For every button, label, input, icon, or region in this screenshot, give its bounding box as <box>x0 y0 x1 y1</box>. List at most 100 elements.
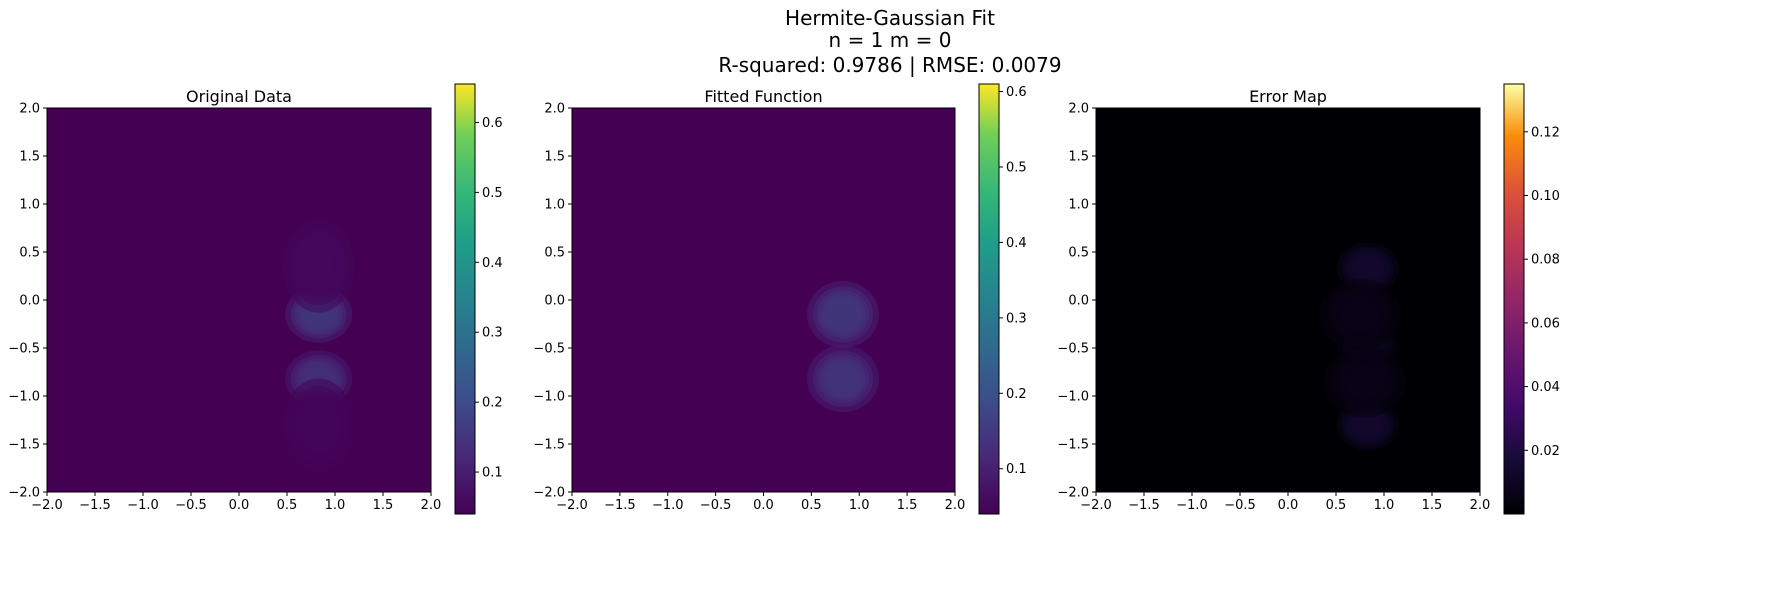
y-tick-label: −2.0 <box>533 486 565 501</box>
heatmap-feature <box>282 378 355 472</box>
y-tick-label: −0.5 <box>1057 342 1089 357</box>
x-tick-label: 0.5 <box>1326 498 1347 513</box>
x-tick-label: −2.0 <box>556 498 588 513</box>
heatmap-contour <box>807 280 879 348</box>
colorbar-tick-label: 0.04 <box>1531 380 1560 395</box>
x-tick-label: 2.0 <box>945 498 966 513</box>
colorbar-tick-label: 0.12 <box>1531 125 1560 140</box>
heatmap-background <box>572 108 955 492</box>
y-tick-label: 1.0 <box>1068 198 1089 213</box>
colorbar-tick-label: 0.06 <box>1531 316 1560 331</box>
y-tick-label: 0.5 <box>544 246 565 261</box>
x-tick-label: 2.0 <box>1470 498 1491 513</box>
colorbar-tick-label: 0.6 <box>1006 85 1027 100</box>
y-tick-label: 2.0 <box>19 102 40 117</box>
figure-title-line-2: n = 1 m = 0 <box>829 28 952 52</box>
heatmap-contour <box>282 220 355 313</box>
x-tick-label: −1.0 <box>127 498 159 513</box>
heatmap-contour <box>282 378 355 472</box>
heatmap-background <box>47 108 431 492</box>
y-tick-label: 1.5 <box>1068 150 1089 165</box>
x-tick-label: 1.0 <box>1374 498 1395 513</box>
y-tick-label: 1.0 <box>19 198 40 213</box>
heatmap-contour <box>807 345 879 413</box>
colorbar-tick-label: 0.5 <box>1006 160 1027 175</box>
x-tick-label: 1.0 <box>849 498 870 513</box>
x-tick-label: 0.5 <box>801 498 822 513</box>
x-tick-label: 1.5 <box>1422 498 1443 513</box>
panel-title: Original Data <box>186 87 292 106</box>
colorbar-tick-label: 0.10 <box>1531 189 1560 204</box>
colorbar <box>1503 83 1525 515</box>
panel-2: Fitted Function −2.0 −1.5 −1.0 −0.5 0.0 0.5 1.0… <box>533 83 1027 515</box>
x-tick-label: −0.5 <box>1224 498 1256 513</box>
heatmap-feature <box>807 280 879 348</box>
x-tick-label: −1.5 <box>1128 498 1160 513</box>
heatmap-feature <box>282 220 355 313</box>
y-tick-label: −1.0 <box>8 390 40 405</box>
x-tick-label: −1.5 <box>604 498 636 513</box>
heatmap-feature <box>1318 278 1402 351</box>
y-tick-label: 1.5 <box>544 150 565 165</box>
y-tick-label: −2.0 <box>1057 486 1089 501</box>
colorbar-tick-label: 0.5 <box>482 186 503 201</box>
y-tick-label: −0.5 <box>533 342 565 357</box>
y-tick-label: −1.5 <box>533 438 565 453</box>
colorbar-tick-label: 0.4 <box>482 256 503 271</box>
y-tick-label: −1.5 <box>1057 438 1089 453</box>
colorbar-tick-label: 0.6 <box>482 116 503 131</box>
y-tick-label: −2.0 <box>8 486 40 501</box>
y-tick-label: 1.0 <box>544 198 565 213</box>
panel-1: Original Data −2.0 −1.5 −1.0 −0.5 0.0 0.5 1.0 1.… <box>8 83 503 515</box>
y-tick-label: 2.0 <box>1068 102 1089 117</box>
heatmap-background <box>1096 108 1480 492</box>
x-tick-label: −2.0 <box>1080 498 1112 513</box>
y-tick-label: 2.0 <box>544 102 565 117</box>
x-tick-label: 0.0 <box>1278 498 1299 513</box>
x-tick-label: 0.5 <box>277 498 298 513</box>
colorbar-tick-label: 0.2 <box>482 396 503 411</box>
figure-title-line-3: R-squared: 0.9786 | RMSE: 0.0079 <box>718 53 1061 77</box>
x-tick-label: −2.0 <box>31 498 63 513</box>
panel-title: Error Map <box>1249 87 1327 106</box>
x-tick-label: −1.5 <box>79 498 111 513</box>
heatmap-feature <box>807 345 879 413</box>
colorbar-tick-label: 0.2 <box>1006 387 1027 402</box>
x-tick-label: −0.5 <box>175 498 207 513</box>
x-tick-label: 1.0 <box>325 498 346 513</box>
y-tick-label: −1.5 <box>8 438 40 453</box>
x-tick-label: −0.5 <box>700 498 732 513</box>
y-tick-label: 0.0 <box>19 294 40 309</box>
x-tick-label: 0.0 <box>229 498 250 513</box>
x-tick-label: 2.0 <box>421 498 442 513</box>
heatmap-panels: Original Data −2.0 −1.5 −1.0 −0.5 0.0 0.5 1.0 1.… <box>8 83 1560 515</box>
heatmap-contour <box>1323 345 1407 418</box>
y-tick-label: −1.0 <box>1057 390 1089 405</box>
colorbar <box>978 83 1000 515</box>
y-tick-label: 0.0 <box>544 294 565 309</box>
heatmap-feature <box>1336 242 1399 295</box>
x-tick-label: −1.0 <box>1176 498 1208 513</box>
colorbar-tick-label: 0.3 <box>482 326 503 341</box>
colorbar-tick-label: 0.02 <box>1531 444 1560 459</box>
y-tick-label: −0.5 <box>8 342 40 357</box>
panel-title: Fitted Function <box>704 87 822 106</box>
colorbar-tick-label: 0.1 <box>482 466 503 481</box>
x-tick-label: 1.5 <box>373 498 394 513</box>
colorbar-tick-label: 0.3 <box>1006 311 1027 326</box>
y-tick-label: 0.5 <box>19 246 40 261</box>
colorbar-tick-label: 0.1 <box>1006 462 1027 477</box>
colorbar <box>454 83 476 515</box>
y-tick-label: 0.0 <box>1068 294 1089 309</box>
y-tick-label: 1.5 <box>19 150 40 165</box>
heatmap-contour <box>1318 278 1402 351</box>
colorbar-tick-label: 0.4 <box>1006 236 1027 251</box>
heatmap-feature <box>1323 345 1407 418</box>
y-tick-label: −1.0 <box>533 390 565 405</box>
panel-3: Error Map −2.0 −1.5 −1.0 −0.5 0.0 0.5 1.0 1.5 2.0… <box>1057 83 1560 515</box>
x-tick-label: −1.0 <box>652 498 684 513</box>
y-tick-label: 0.5 <box>1068 246 1089 261</box>
x-tick-label: 1.5 <box>897 498 918 513</box>
x-tick-label: 0.0 <box>753 498 774 513</box>
